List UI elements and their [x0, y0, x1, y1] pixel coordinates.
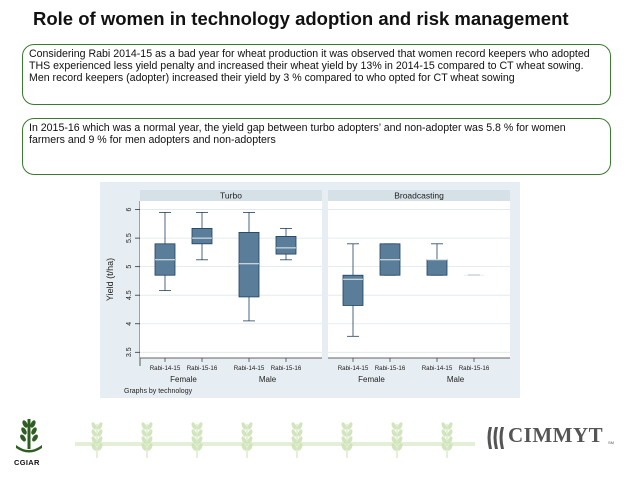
panel-header-1	[328, 190, 510, 201]
wheat-ear-icon	[191, 422, 203, 458]
group-label-male: Male	[447, 375, 465, 384]
box-broadcasting-female-rabi-14-15	[342, 274, 364, 306]
x-tick-label-season: Rabi-14-15	[338, 365, 369, 372]
wheat-ear-icon	[341, 422, 353, 458]
wheat-ear-icon	[91, 422, 103, 458]
x-tick-label-season: Rabi-15-16	[375, 365, 406, 372]
callout-normal-year: In 2015-16 which was a normal year, the …	[22, 118, 611, 175]
y-tick-label: 5	[126, 265, 133, 269]
box-turbo-male-rabi-14-15	[238, 232, 260, 298]
cimmyt-wheat-icon	[487, 427, 504, 449]
wheat-ear-icon	[391, 422, 403, 458]
plot-area-0	[140, 201, 322, 358]
y-tick-label: 6	[126, 208, 133, 212]
panel-title-turbo: Turbo	[220, 191, 242, 201]
x-tick-label-season: Rabi-14-15	[422, 365, 453, 372]
wheat-ear-icon	[141, 422, 153, 458]
group-label-female: Female	[358, 375, 385, 384]
panel-title-broadcasting: Broadcasting	[394, 191, 444, 201]
wheat-ear-icon	[291, 422, 303, 458]
box-turbo-female-rabi-15-16	[191, 228, 213, 245]
cimmyt-logo-text: CIMMYT	[508, 423, 604, 447]
x-tick-label-season: Rabi-14-15	[234, 365, 265, 372]
x-tick-label-season: Rabi-14-15	[150, 365, 181, 372]
cgiar-logo-icon	[16, 419, 42, 453]
box-broadcasting-male-rabi-14-15	[426, 259, 448, 276]
box-turbo-male-rabi-15-16	[275, 235, 297, 255]
y-tick-label: 4	[126, 322, 133, 326]
cgiar-logo-text: CGIAR	[14, 458, 40, 467]
y-tick-label: 3.5	[126, 347, 133, 357]
group-label-female: Female	[170, 375, 197, 384]
yield-boxplot-chart: Yield (t/ha) 3.5 4 4.5 5 5.5 6 Turbo Rabi-14-15 R…	[100, 182, 520, 398]
chart-note: Graphs by technology	[124, 388, 193, 395]
x-tick-label-season: Rabi-15-16	[459, 365, 490, 372]
panel-header-0	[140, 190, 322, 201]
x-tick-label-season: Rabi-15-16	[271, 365, 302, 372]
y-tick-label: 5.5	[126, 233, 133, 243]
wheat-decoration-band	[75, 422, 475, 458]
wheat-ear-icon	[441, 422, 453, 458]
cimmyt-service-mark: SM	[608, 440, 614, 445]
group-label-male: Male	[259, 375, 277, 384]
y-tick-label: 4.5	[126, 290, 133, 300]
callout-bad-year: Considering Rabi 2014-15 as a bad year f…	[22, 44, 611, 105]
wheat-ear-icon	[241, 422, 253, 458]
slide-title: Role of women in technology adoption and…	[33, 8, 569, 29]
x-tick-label-season: Rabi-15-16	[187, 365, 218, 372]
band-strip	[75, 442, 475, 446]
y-axis-label: Yield (t/ha)	[105, 258, 115, 301]
